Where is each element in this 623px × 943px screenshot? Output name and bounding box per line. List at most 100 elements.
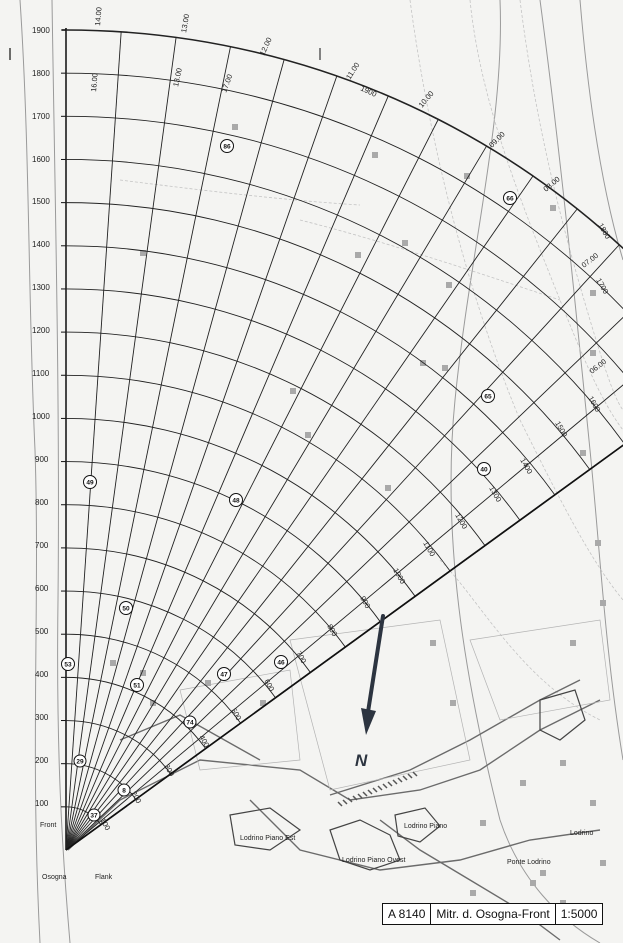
- hatch-mark: [387, 781, 393, 787]
- target-marker: 40: [477, 462, 491, 476]
- contour-line: [519, 0, 623, 411]
- hatch-mark: [357, 793, 363, 799]
- place-name: Lodrino Piano Ovest: [342, 857, 405, 864]
- building: [430, 640, 436, 646]
- river-line: [579, 0, 623, 261]
- hatch-mark: [347, 797, 353, 803]
- fortification: [229, 807, 302, 851]
- range-label: 1200: [453, 512, 469, 531]
- map-title-box: A 8140 Mitr. d. Osogna-Front 1:5000: [382, 903, 604, 925]
- building: [420, 360, 426, 366]
- svg-text:40: 40: [480, 467, 488, 474]
- target-marker: 48: [229, 493, 243, 507]
- bearing-label: 09.00: [487, 130, 507, 150]
- range-label: 300: [162, 763, 176, 778]
- place-name: Osogna: [42, 874, 67, 881]
- building: [464, 173, 470, 179]
- building: [140, 250, 146, 256]
- building: [570, 640, 576, 646]
- svg-text:29: 29: [76, 759, 84, 766]
- svg-text:48: 48: [232, 498, 240, 505]
- bearing-ray: [65, 208, 578, 851]
- hatch-mark: [397, 777, 403, 783]
- svg-text:51: 51: [133, 683, 141, 690]
- fortification: [329, 819, 401, 871]
- bearing-label: 16.00: [89, 73, 100, 92]
- hatch-mark: [402, 775, 408, 781]
- y-tick-label: 1000: [32, 412, 50, 421]
- range-label: 500: [229, 707, 243, 722]
- building: [600, 600, 606, 606]
- place-name: Lodrino Piano: [404, 823, 447, 830]
- range-label: 1600: [586, 395, 602, 414]
- building: [150, 700, 156, 706]
- building: [402, 240, 408, 246]
- range-label: 800: [325, 623, 339, 638]
- bearing-label: 06.00: [588, 357, 608, 376]
- svg-text:53: 53: [64, 662, 72, 669]
- hatch-mark: [342, 799, 348, 805]
- target-markers: 86 66 65 40 49 48 50 53 47 46 51 8 37 29…: [61, 139, 517, 822]
- building: [260, 700, 266, 706]
- svg-text:46: 46: [277, 660, 285, 667]
- contour-line: [119, 179, 361, 206]
- range-label: 900: [358, 595, 372, 610]
- bearing-label: 10.00: [417, 89, 436, 109]
- svg-text:65: 65: [484, 394, 492, 401]
- field-boundary: [289, 619, 471, 791]
- hatch-mark: [367, 789, 373, 795]
- map-code: A 8140: [388, 907, 426, 921]
- y-tick-label: 1800: [32, 69, 50, 78]
- river-line: [51, 0, 71, 943]
- building: [530, 880, 536, 886]
- building: [590, 350, 596, 356]
- bearing-label: 13.00: [179, 13, 191, 33]
- bearing-ray: [65, 244, 620, 851]
- hatch-mark: [352, 795, 358, 801]
- svg-text:50: 50: [122, 606, 130, 613]
- fortification: [394, 807, 441, 843]
- target-marker: 51: [130, 678, 144, 692]
- target-marker: 37: [87, 808, 101, 822]
- building: [580, 450, 586, 456]
- place-name: Flank: [95, 874, 113, 881]
- y-tick-label: 200: [35, 756, 49, 765]
- hatch-mark: [362, 791, 368, 797]
- target-marker: 53: [61, 657, 75, 671]
- hatch-mark: [412, 771, 418, 777]
- range-label: 1500: [553, 420, 569, 439]
- hatch-mark: [337, 801, 343, 807]
- north-arrow: N: [355, 614, 385, 770]
- hatch-mark: [392, 779, 398, 785]
- building: [600, 860, 606, 866]
- hatch-mark: [407, 773, 413, 779]
- building: [540, 870, 546, 876]
- svg-text:74: 74: [186, 720, 194, 727]
- bearing-label: 08.00: [542, 175, 562, 194]
- bearing-ray: [65, 37, 177, 851]
- y-tick-label: 300: [35, 713, 49, 722]
- svg-text:86: 86: [223, 144, 231, 151]
- y-tick-label: 1300: [32, 283, 50, 292]
- target-marker: 65: [481, 389, 495, 403]
- field-boundary: [469, 619, 611, 721]
- range-fan-grid: [9, 28, 623, 851]
- bearing-ray: [65, 175, 534, 851]
- road-line: [119, 714, 261, 761]
- bearing-ray: [65, 31, 122, 851]
- svg-text:47: 47: [220, 672, 228, 679]
- north-label: N: [355, 751, 368, 770]
- building: [355, 252, 361, 258]
- hatch-mark: [377, 785, 383, 791]
- bearing-label: 14.00: [93, 7, 104, 26]
- place-name: Ponte Lodrino: [507, 859, 551, 866]
- range-arc: [65, 115, 623, 374]
- contour-line: [299, 219, 561, 301]
- y-tick-label: 900: [35, 455, 49, 464]
- fan-boundary-ray: [65, 444, 623, 851]
- building: [550, 205, 556, 211]
- y-tick-label: 800: [35, 498, 49, 507]
- target-marker: 46: [274, 655, 288, 669]
- contour-line: [469, 0, 623, 431]
